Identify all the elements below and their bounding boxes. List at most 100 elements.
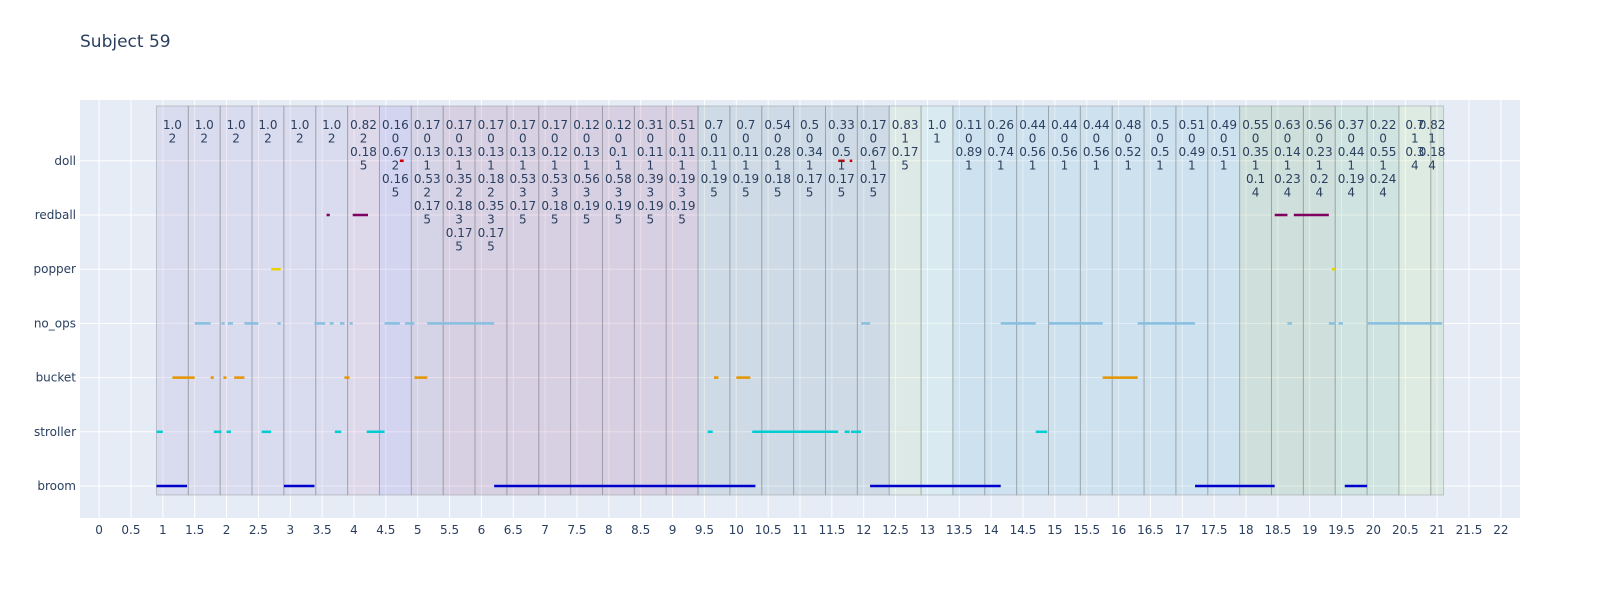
annotation-label: 1: [1411, 132, 1419, 146]
annotation-label: 0.16: [382, 118, 409, 132]
annotation-label: 5: [838, 186, 846, 200]
annotation-label: 0: [615, 132, 623, 146]
annotation-label: 0.18: [446, 199, 473, 213]
annotation-label: 0.17: [892, 145, 919, 159]
x-tick-label: 11.5: [818, 523, 845, 537]
x-tick-label: 20.5: [1392, 523, 1419, 537]
annotation-label: 1.0: [258, 118, 277, 132]
annotation-label: 3: [519, 186, 527, 200]
annotation-label: 1: [1156, 159, 1164, 173]
annotation-label: 0: [1315, 132, 1323, 146]
x-tick-label: 1: [159, 523, 167, 537]
annotation-label: 0.67: [382, 145, 409, 159]
annotation-label: 0.17: [414, 118, 441, 132]
annotation-label: 0.14: [1274, 145, 1301, 159]
annotation-label: 3: [646, 186, 654, 200]
annotation-label: 0.49: [1210, 118, 1237, 132]
x-tick-label: 17: [1175, 523, 1190, 537]
x-axis-ticks: 0 0.5 1 1.5 2 2.5 3 3.5 4 4.5 5 5.5 6 6.5 7 7.5 8 8.5 9 9.5…: [95, 523, 1508, 537]
chart-title: Subject 59: [80, 32, 171, 52]
time-window: [538, 105, 572, 496]
annotation-label: 0.19: [573, 199, 600, 213]
annotation-label: 0: [1379, 132, 1387, 146]
annotation-label: 1: [1061, 159, 1069, 173]
annotation-label: 0.17: [860, 172, 887, 186]
annotation-label: 0.82: [1419, 118, 1446, 132]
annotation-label: 0.11: [701, 145, 728, 159]
annotation-label: 5: [869, 186, 877, 200]
x-tick-label: 15: [1047, 523, 1062, 537]
annotation-label: 0: [678, 132, 686, 146]
annotation-label: 1.0: [290, 118, 309, 132]
annotation-label: 0: [646, 132, 654, 146]
annotation-label: 0.19: [605, 199, 632, 213]
annotation-label: 0: [1220, 132, 1228, 146]
annotation-label: 0: [838, 132, 846, 146]
x-tick-label: 9: [669, 523, 677, 537]
annotation-label: 0.67: [860, 145, 887, 159]
annotation-label: 0: [997, 132, 1005, 146]
annotation-label: 0.18: [1419, 145, 1446, 159]
annotation-label: 0.52: [1115, 145, 1142, 159]
annotation-label: 0: [710, 132, 718, 146]
time-window: [729, 105, 763, 496]
annotation-label: 0.54: [764, 118, 791, 132]
annotation-label: 0: [519, 132, 527, 146]
x-tick-label: 2.5: [249, 523, 268, 537]
annotation-label: 1: [901, 132, 909, 146]
y-tick-label: popper: [33, 262, 76, 276]
annotation-label: 1: [1124, 159, 1132, 173]
annotation-label: 0: [551, 132, 559, 146]
annotation-label: 0.11: [955, 118, 982, 132]
annotation-label: 5: [455, 240, 463, 254]
annotation-label: 0.51: [1178, 118, 1205, 132]
annotation-label: 0.17: [796, 172, 823, 186]
annotation-label: 5: [360, 159, 368, 173]
annotation-label: 0.18: [541, 199, 568, 213]
annotation-label: 0.18: [764, 172, 791, 186]
x-tick-label: 3.5: [313, 523, 332, 537]
annotation-label: 0.44: [1083, 118, 1110, 132]
annotation-label: 0.11: [637, 145, 664, 159]
annotation-label: 1: [806, 159, 814, 173]
annotation-label: 0.7: [1405, 118, 1424, 132]
annotation-label: 0.7: [736, 118, 755, 132]
time-window: [697, 105, 731, 496]
annotation-label: 0: [1124, 132, 1132, 146]
annotation-label: 1: [1347, 159, 1355, 173]
annotation-label: 5: [774, 186, 782, 200]
x-tick-label: 17.5: [1201, 523, 1228, 537]
annotation-label: 0.17: [509, 118, 536, 132]
time-window: [1016, 105, 1049, 496]
annotation-label: 0.63: [1274, 118, 1301, 132]
time-window: [1143, 105, 1177, 496]
time-window: [1430, 105, 1445, 496]
annotation-label: 0.12: [605, 118, 632, 132]
annotation-label: 1: [1029, 159, 1037, 173]
annotation-label: 0.19: [669, 199, 696, 213]
time-window: [856, 105, 890, 496]
x-tick-label: 5: [414, 523, 422, 537]
x-tick-label: 5.5: [440, 523, 459, 537]
x-tick-label: 10.5: [755, 523, 782, 537]
x-tick-label: 20: [1366, 523, 1381, 537]
annotation-label: 0.17: [478, 118, 505, 132]
x-tick-label: 9.5: [695, 523, 714, 537]
annotation-label: 1: [1220, 159, 1228, 173]
annotation-label: 0.23: [1274, 172, 1301, 186]
annotation-label: 1: [1379, 159, 1387, 173]
annotation-label: 1: [646, 159, 654, 173]
time-window: [665, 105, 699, 496]
annotation-label: 5: [519, 213, 527, 227]
annotation-label: 0: [392, 132, 400, 146]
x-tick-label: 14.5: [1010, 523, 1037, 537]
annotation-label: 0: [1156, 132, 1164, 146]
annotation-label: 0: [1284, 132, 1292, 146]
annotation-label: 0: [1061, 132, 1069, 146]
time-window: [283, 105, 317, 496]
annotation-label: 0.12: [573, 118, 600, 132]
annotation-label: 1: [869, 159, 877, 173]
annotation-label: 3: [455, 213, 463, 227]
annotation-label: 2: [392, 159, 400, 173]
